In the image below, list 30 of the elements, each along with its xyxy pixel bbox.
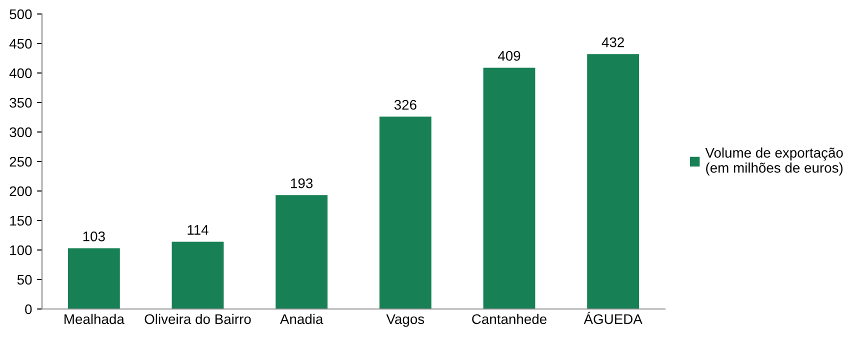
y-tick-label: 0 [25,304,32,314]
bar [483,68,536,309]
data-label: 193 [291,178,313,188]
data-label: 326 [394,100,416,110]
y-tick-label: 500 [10,9,32,20]
x-tick-label: Mealhada [64,314,124,324]
y-tick-label: 400 [9,68,32,78]
bar [276,195,328,309]
y-tick-label: 50 [17,274,32,285]
x-tick-label: Oliveira do Bairro [144,314,251,324]
bar [379,116,432,309]
x-tick-label: Cantanhede [472,314,546,324]
data-label: 409 [498,50,520,61]
bar [587,54,640,309]
bar [172,242,224,309]
bar [68,248,120,309]
x-tick-label: ÁGUEDA [584,312,642,324]
x-tick-label: Anadia [280,314,324,324]
legend-label: Volume de exportação (em milhões de euros) [705,148,843,176]
data-label: 114 [188,225,208,235]
y-tick-label: 250 [10,156,32,167]
y-tick-label: 450 [9,38,32,49]
x-tick-label: Vagos [386,314,424,327]
data-label: 103 [83,231,105,242]
y-tick-label: 100 [10,245,32,256]
y-tick-label: 350 [10,98,32,108]
y-tick-label: 150 [10,216,32,226]
data-label: 432 [602,37,624,48]
y-tick-label: 300 [10,127,32,138]
y-tick-label: 200 [10,186,32,196]
